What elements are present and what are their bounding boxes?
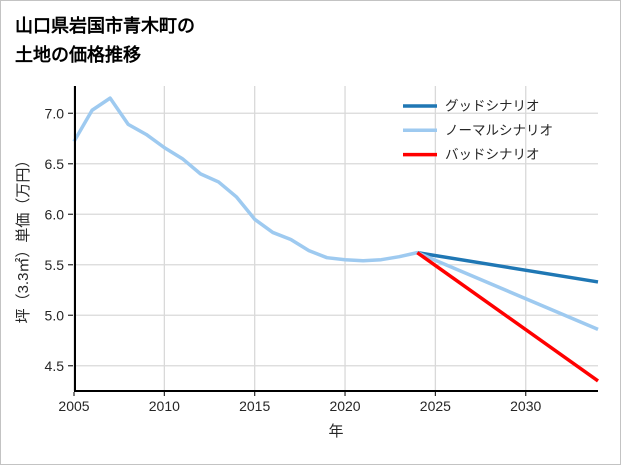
y-tick-label-6.0: 6.0	[45, 206, 65, 222]
x-tick-label-2025: 2025	[420, 398, 451, 414]
series-bad-scenario	[416, 251, 600, 383]
legend-label-1: ノーマルシナリオ	[445, 123, 553, 138]
chart-title-line1: 山口県岩国市青木町の	[15, 16, 195, 36]
y-tick-label-5.5: 5.5	[45, 257, 65, 273]
x-tick-labels: 2005 2010 2015 2020 2025 2030	[58, 398, 541, 414]
x-tick-label-2030: 2030	[510, 398, 541, 414]
x-tick-label-2005: 2005	[58, 398, 89, 414]
chart-title: 山口県岩国市青木町の 土地の価格推移	[15, 12, 195, 70]
x-tick-label-2010: 2010	[149, 398, 180, 414]
axis-ticks	[68, 112, 527, 396]
y-tick-label-5.0: 5.0	[45, 307, 65, 323]
y-tick-label-4.5: 4.5	[45, 358, 65, 374]
y-tick-labels: 4.5 5.0 5.5 6.0 6.5 7.0	[45, 105, 65, 373]
y-tick-label-6.5: 6.5	[45, 156, 65, 172]
series-history	[72, 96, 418, 263]
x-axis-label: 年	[328, 423, 343, 440]
series-normal-scenario	[416, 251, 599, 332]
data-series	[72, 96, 600, 383]
y-tick-label-7.0: 7.0	[45, 105, 65, 121]
x-tick-label-2020: 2020	[329, 398, 360, 414]
gridlines	[73, 86, 598, 391]
y-axis-label: 坪（3.3㎡）単価（万円）	[15, 153, 32, 324]
legend-label-2: バッドシナリオ	[445, 147, 540, 162]
x-tick-label-2015: 2015	[239, 398, 270, 414]
series-good-scenario	[417, 250, 599, 284]
legend-label-0: グッドシナリオ	[445, 99, 540, 114]
axes-spines	[74, 86, 598, 392]
chart-title-line2: 土地の価格推移	[15, 45, 141, 65]
